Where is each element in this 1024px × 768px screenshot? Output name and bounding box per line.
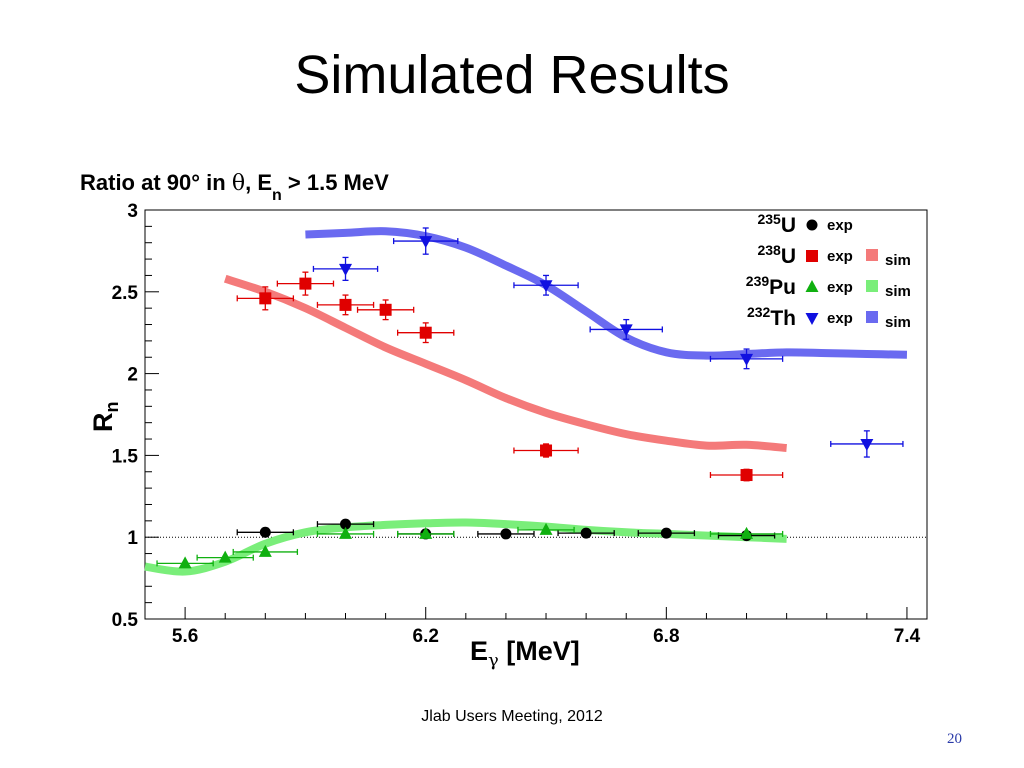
- legend-mass-u235: 235: [757, 211, 781, 227]
- data-point-u235: [259, 526, 271, 538]
- data-point-pu239: [419, 526, 433, 539]
- data-point-u238: [339, 298, 352, 311]
- sim-curve-pu239: [144, 518, 787, 576]
- legend-mass-pu239: 239: [746, 273, 770, 289]
- y-tick-label: 2: [127, 365, 138, 386]
- x-tick-label: 5.6: [172, 626, 198, 647]
- chart-title-mid: , E: [245, 170, 272, 195]
- data-point-u235: [340, 518, 352, 530]
- data-point-u238: [419, 326, 432, 339]
- data-point-th232: [339, 263, 353, 276]
- y-axis-label: Rn: [88, 402, 122, 433]
- legend-exp-pu239: exp: [827, 279, 853, 296]
- y-tick-label: 1.5: [112, 446, 139, 467]
- legend-mass-u238: 238: [757, 242, 781, 258]
- legend-exp-th232: exp: [827, 310, 853, 327]
- plot-area: 5.6 6.2 6.8 7.4 0.5 1 1.5 2 2.5 3: [112, 201, 928, 647]
- slide-title: Simulated Results: [294, 45, 730, 105]
- chart: Ratio at 90° in θ, En > 1.5 MeV 5.6 6.2 6.…: [80, 170, 928, 671]
- data-point-pu239: [258, 544, 272, 557]
- x-tick-label: 6.2: [413, 626, 439, 647]
- x-axis-label-sub: γ: [488, 650, 499, 671]
- legend-marker-u235: [806, 219, 818, 231]
- sim-curve-th232: [305, 227, 908, 360]
- x-tick-label: 7.4: [894, 626, 921, 647]
- data-point-th232: [419, 236, 433, 249]
- legend-symbol-pu239: Pu: [769, 276, 796, 299]
- data-point-u235: [500, 528, 512, 540]
- y-axis-label-sub: n: [102, 402, 122, 413]
- x-tick-label: 6.8: [653, 626, 679, 647]
- x-axis-label: Eγ [MeV]: [470, 636, 580, 671]
- y-tick-label: 3: [127, 201, 138, 222]
- legend-sim-swatch-u238: [866, 249, 878, 261]
- legend-sim-th232: sim: [885, 314, 911, 331]
- data-point-u238: [259, 292, 272, 305]
- chart-title-sub: n: [272, 187, 282, 204]
- y-axis-label-main: R: [88, 413, 118, 433]
- legend-label-pu239: 239Pu: [746, 273, 796, 299]
- data-point-u238: [740, 469, 753, 482]
- data-point-u238: [379, 303, 392, 316]
- data-point-u238: [540, 444, 553, 457]
- chart-title-prefix: Ratio at 90° in: [80, 170, 232, 195]
- data-point-u238: [299, 277, 312, 290]
- legend-exp-u235: exp: [827, 217, 853, 234]
- legend-sim-swatch-pu239: [866, 280, 878, 292]
- y-tick-label: 1: [127, 528, 138, 549]
- data-point-th232: [539, 280, 553, 293]
- legend-label-u235: 235U: [757, 211, 796, 237]
- data-point-pu239: [539, 522, 553, 535]
- data-point-th232: [860, 438, 874, 451]
- footer-text: Jlab Users Meeting, 2012: [421, 708, 603, 725]
- legend-label-u238: 238U: [757, 242, 796, 268]
- chart-title-suffix: > 1.5 MeV: [282, 170, 389, 195]
- legend-exp-u238: exp: [827, 248, 853, 265]
- legend-marker-pu239: [805, 280, 819, 292]
- data-point-pu239: [740, 526, 754, 539]
- data-point-pu239: [339, 526, 353, 539]
- plot-frame: [144, 209, 928, 620]
- y-tick-label: 0.5: [112, 610, 139, 631]
- legend-symbol-u238: U: [781, 245, 796, 268]
- y-tick-label: 2.5: [112, 283, 139, 304]
- legend-label-th232: 232Th: [747, 304, 796, 330]
- data-point-u235: [660, 527, 672, 539]
- legend-mass-th232: 232: [747, 304, 771, 320]
- legend-symbol-u235: U: [781, 214, 796, 237]
- data-point-u235: [580, 527, 592, 539]
- sim-curve-u238: [223, 274, 787, 453]
- chart-title: Ratio at 90° in θ, En > 1.5 MeV: [80, 170, 389, 204]
- legend-marker-th232: [805, 313, 819, 325]
- legend-marker-u238: [806, 250, 818, 262]
- legend-symbol-th232: Th: [770, 307, 796, 330]
- data-point-pu239: [218, 550, 232, 563]
- legend-sim-u238: sim: [885, 252, 911, 269]
- chart-title-theta: θ: [232, 171, 245, 196]
- x-axis-label-suffix: [MeV]: [499, 636, 580, 666]
- data-point-pu239: [178, 556, 192, 569]
- legend-sim-pu239: sim: [885, 283, 911, 300]
- page-number: 20: [947, 731, 962, 747]
- data-point-th232: [740, 353, 754, 366]
- x-axis-label-main: E: [470, 636, 488, 666]
- legend-sim-swatch-th232: [866, 311, 878, 323]
- data-point-th232: [619, 324, 633, 337]
